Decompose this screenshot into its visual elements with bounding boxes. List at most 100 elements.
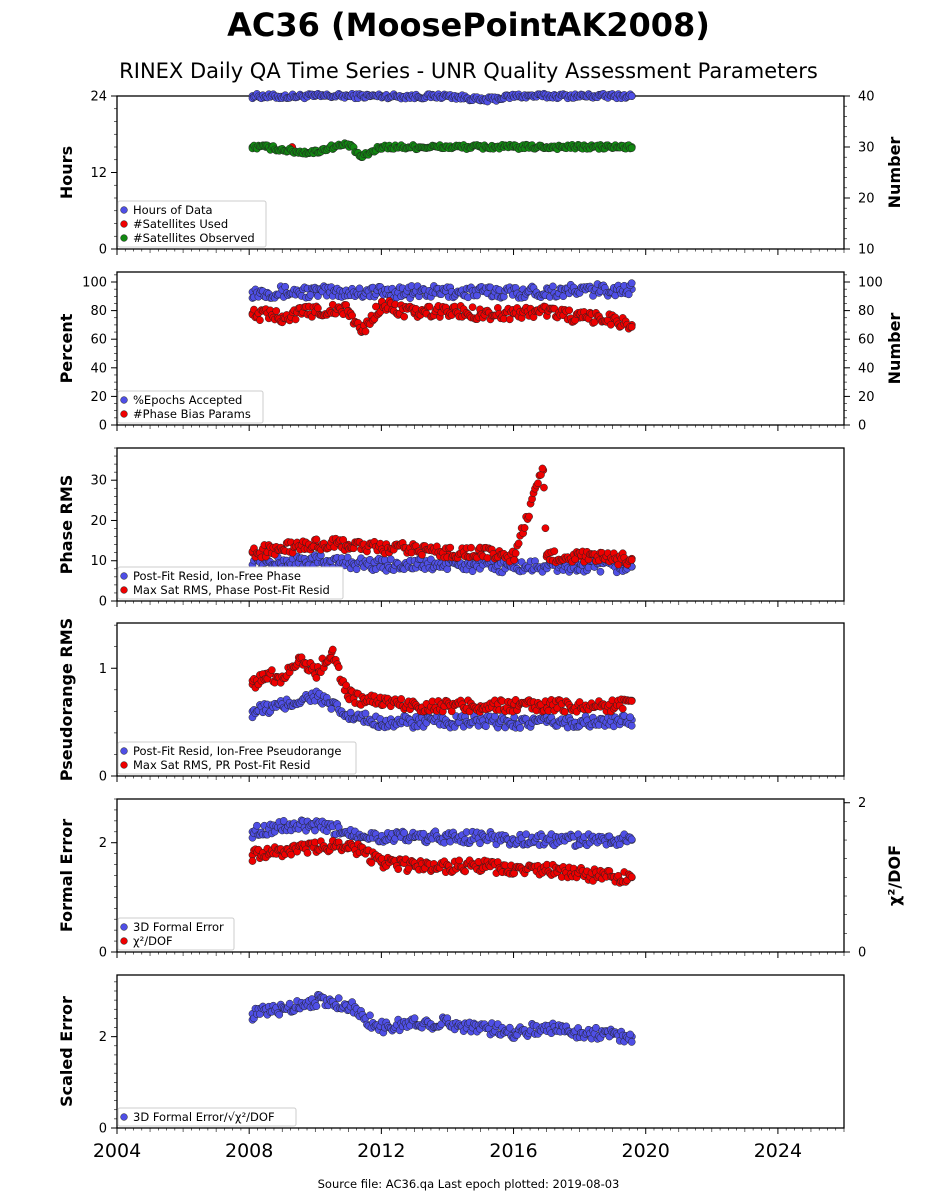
y2-tick-label: 30 [858,141,875,156]
legend-entry: Hours of Data [133,203,213,217]
data-point [505,1023,514,1032]
plot-frame [116,974,845,1129]
series-points [248,645,636,732]
series-2 [248,464,636,569]
legend-entry: Max Sat RMS, PR Post-Fit Resid [133,758,310,772]
data-point [361,327,370,336]
data-point [272,307,281,315]
data-point [626,1030,635,1039]
y2-tick-label: 0 [858,419,866,434]
y-tick-label: 20 [90,390,107,405]
series-points [248,279,636,336]
data-point [410,1014,419,1023]
data-point [361,709,370,718]
data-point [511,549,520,558]
data-point [627,835,636,844]
legend: %Epochs Accepted#Phase Bias Params [117,390,264,424]
y-axis-label: Formal Error [57,819,76,932]
series-1 [248,990,636,1046]
legend-entry: #Satellites Observed [133,231,255,245]
y2-tick-label: 40 [858,361,875,376]
legend-marker [120,220,128,228]
legend-box [117,200,267,248]
legend-entry: #Satellites Used [133,217,228,231]
y2-tick-label: 0 [858,946,866,961]
data-point [520,524,529,532]
x-tick-label: 2020 [622,1140,670,1162]
data-point [627,1038,636,1046]
y2-tick-label: 60 [858,333,875,348]
series-points [248,464,636,577]
y-tick-label: 40 [90,361,107,376]
legend-entry: %Epochs Accepted [133,393,242,407]
y-tick-label: 0 [99,1122,107,1137]
data-point [446,543,455,552]
data-point [425,302,434,311]
x-tick-label: 2024 [754,1140,802,1162]
x-tick-label: 2012 [357,1140,405,1162]
y2-tick-label: 2 [858,796,866,811]
data-point [461,867,469,876]
legend: 3D Formal Error/√χ²/DOF [117,1107,297,1127]
data-point [534,479,542,488]
y-axis-label: Percent [57,313,76,383]
y-tick-label: 100 [82,276,107,291]
y2-axis-label: χ²/DOF [885,845,904,906]
data-point [267,666,276,674]
data-point [256,316,264,325]
legend-marker [120,572,128,580]
data-point [312,1002,321,1011]
data-point [467,543,475,552]
series-points [248,816,636,887]
data-point [334,663,343,672]
legend-marker [120,586,128,594]
data-point [275,1010,284,1019]
y-tick-label: 2 [99,836,107,851]
data-point [537,470,545,479]
legend-marker [120,937,128,945]
y-axis-label: Pseudorange RMS [57,618,76,781]
data-point [510,556,519,564]
legend-entry: Max Sat RMS, Phase Post-Fit Resid [133,583,330,597]
panel-3: 0 10 20 30 Phase RMS Post-Fit Resid, Ion-Free… [57,447,845,610]
series-3 [248,139,636,162]
data-point [400,312,409,321]
panel-4: 0 1 Pseudorange RMS Post-Fit Resid, Ion-Fre… [57,618,845,785]
y-tick-label: 0 [99,243,107,258]
data-point [627,279,636,288]
y-tick-label: 0 [99,419,107,434]
data-point [397,695,406,703]
legend-marker [120,747,128,755]
data-point [291,315,300,324]
data-point [443,565,452,574]
data-point [627,144,636,152]
source-note: Source file: AC36.qa Last epoch plotted:… [318,1177,620,1191]
y-tick-label: 0 [99,946,107,961]
data-point [540,483,548,492]
data-point [624,290,633,299]
chart-subtitle: RINEX Daily QA Time Series - UNR Quality… [119,59,818,83]
data-point [366,1011,374,1020]
y-tick-label: 20 [90,514,107,529]
data-point [400,829,409,837]
data-point [549,282,557,291]
y2-axis-label: Number [885,313,904,385]
y2-tick-label: 100 [858,276,883,291]
legend-marker [120,761,128,769]
data-point [565,306,574,315]
legend-marker [120,206,128,214]
x-tick-label: 2016 [489,1140,537,1162]
legend-entry: Post-Fit Resid, Ion-Free Pseudorange [133,744,341,758]
y2-tick-label: 40 [858,90,875,105]
data-point [468,303,477,312]
y-tick-label: 2 [99,1030,107,1045]
y2-axis-label: Number [885,137,904,209]
legend: Hours of Data#Satellites Used#Satellites… [117,200,267,248]
data-point [505,315,514,324]
data-point [627,721,636,730]
y2-tick-label: 20 [858,192,875,207]
data-point [248,857,257,865]
